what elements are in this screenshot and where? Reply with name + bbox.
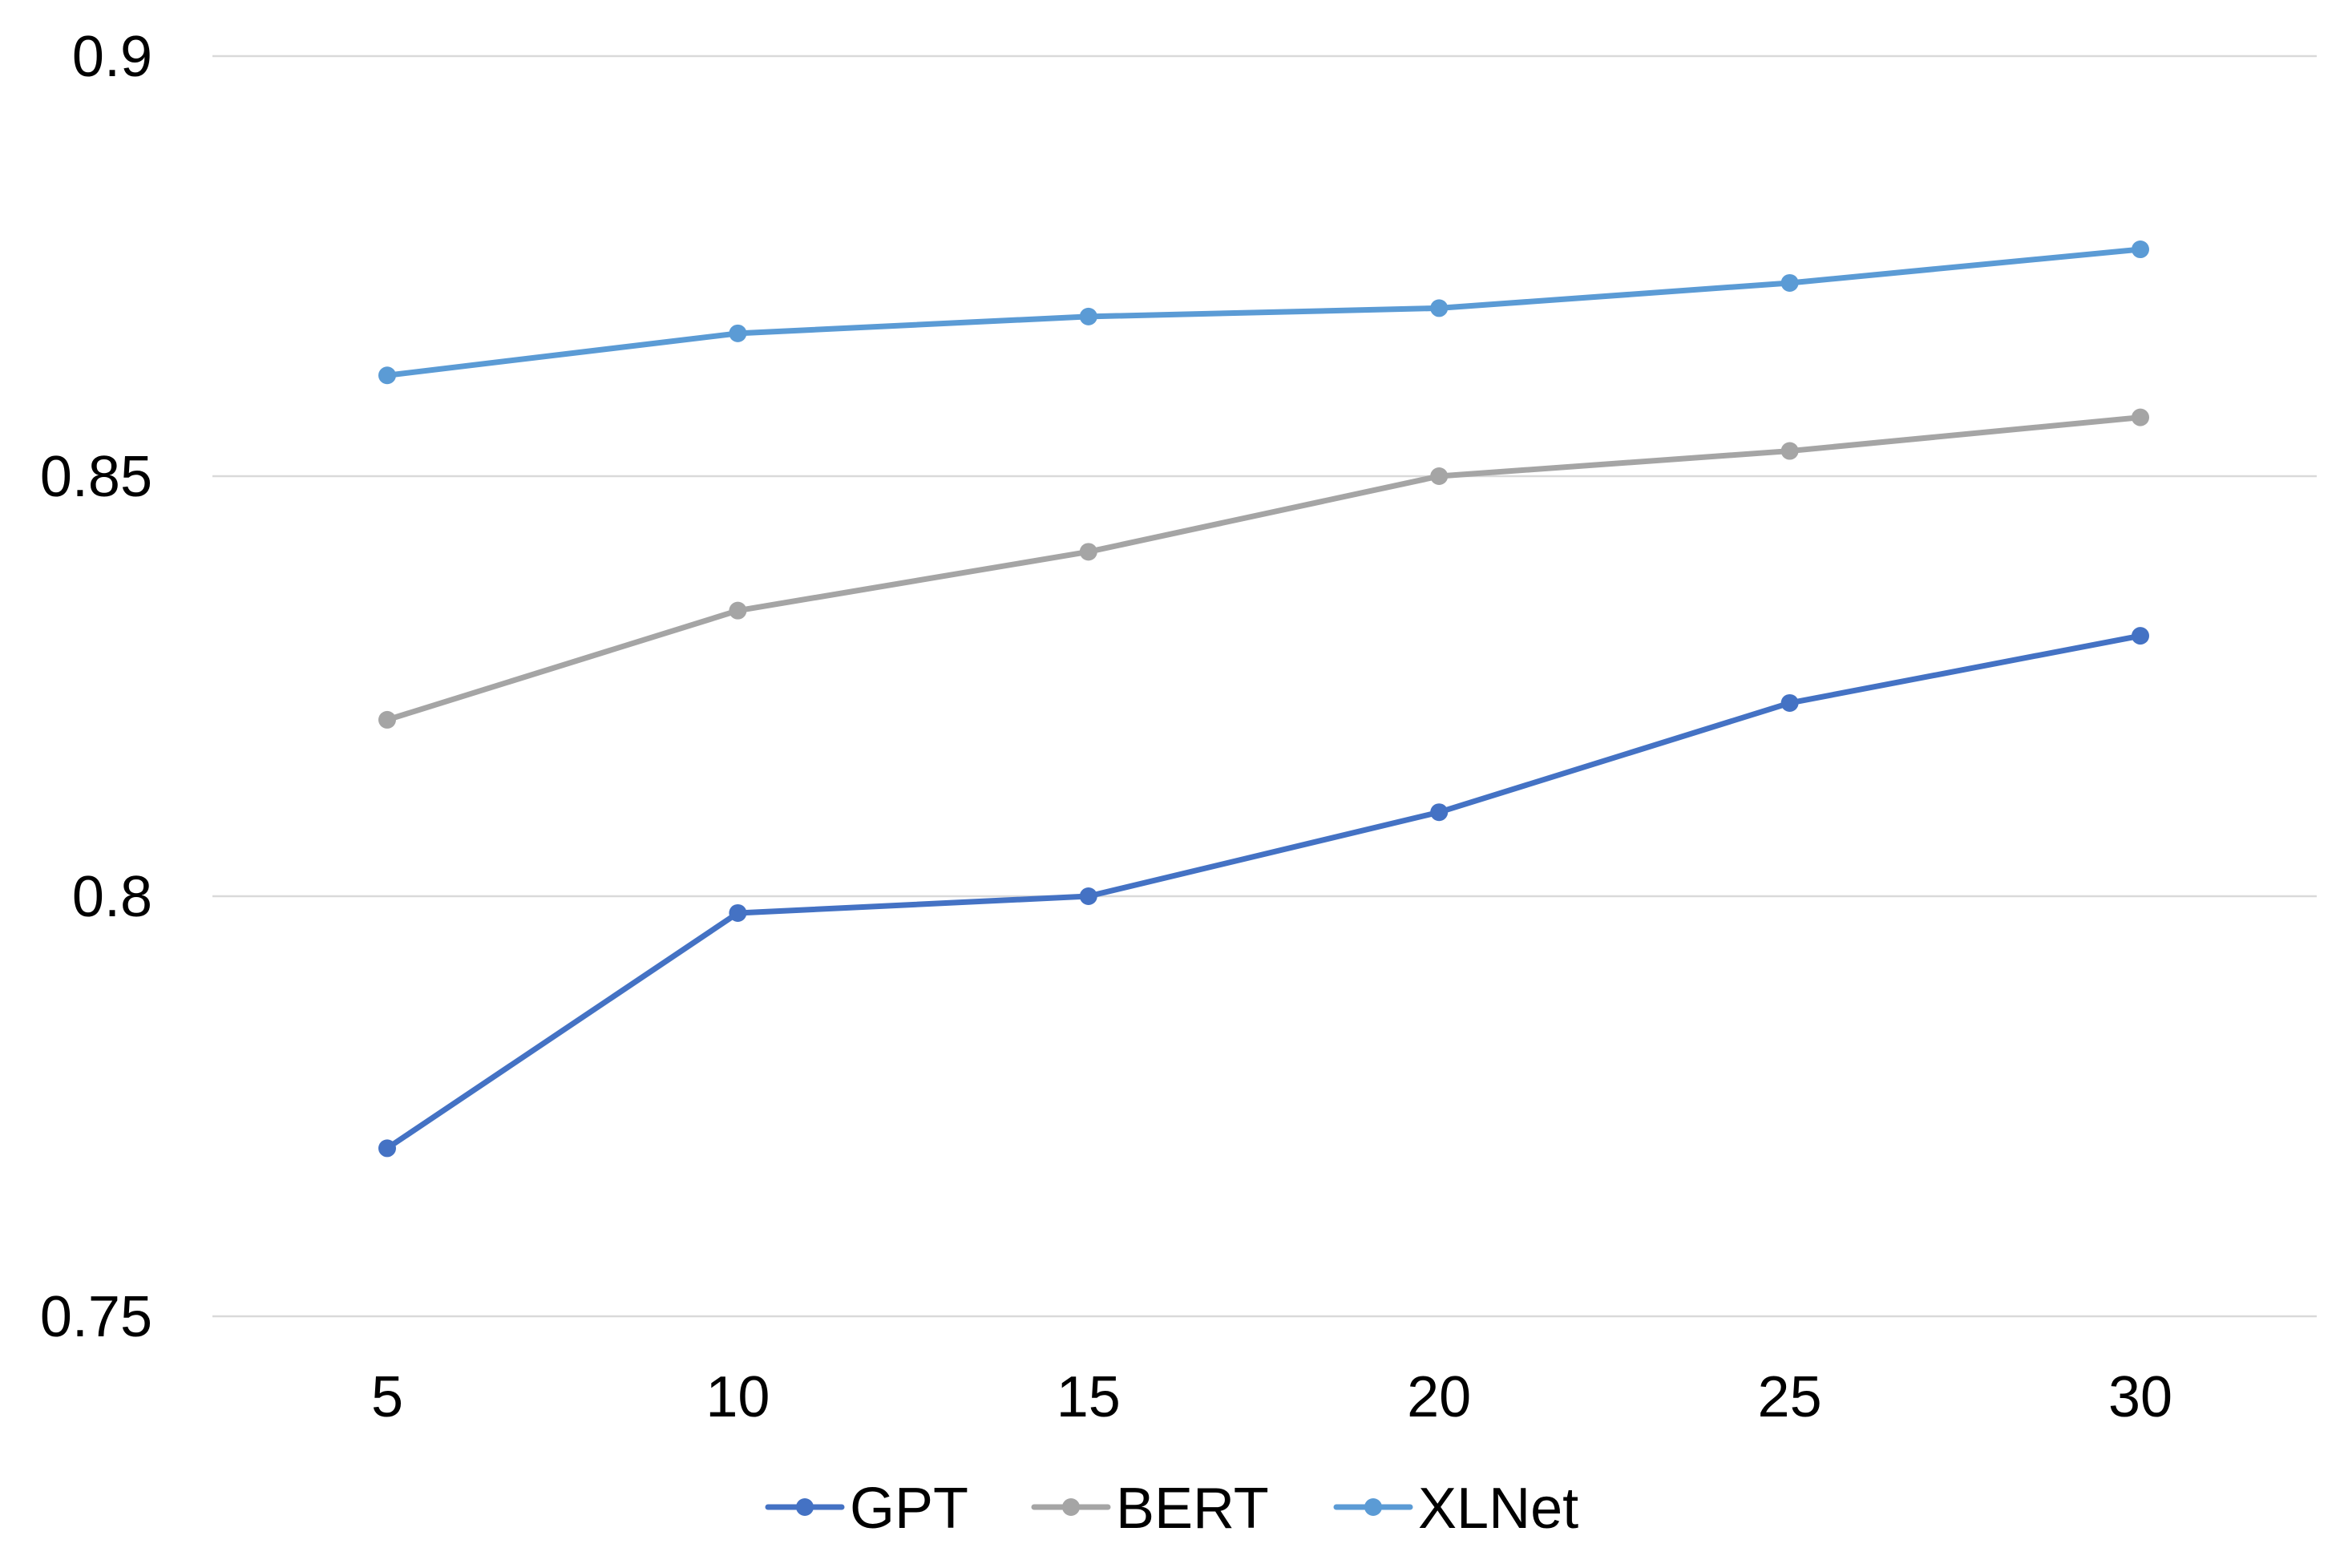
data-point-gpt — [2132, 627, 2149, 645]
series-bert — [378, 408, 2149, 729]
series-line-gpt — [384, 632, 2144, 1151]
x-axis-ticks: 5 10 15 20 25 30 — [371, 1365, 2172, 1429]
data-point-xlnet — [1079, 307, 1097, 325]
y-tick-label: 0.8 — [72, 865, 152, 929]
data-point-bert — [729, 601, 747, 620]
series-xlnet — [378, 240, 2149, 385]
legend-swatch-marker — [796, 1498, 814, 1516]
data-point-bert — [1780, 442, 1799, 460]
x-tick-label: 25 — [1758, 1365, 1822, 1429]
y-tick-label: 0.75 — [40, 1285, 152, 1349]
legend-label-xlnet: XLNet — [1418, 1477, 1578, 1541]
data-point-xlnet — [729, 324, 747, 342]
legend: GPT BERT XLNet — [765, 1477, 1578, 1541]
series-line-bert — [384, 414, 2144, 723]
data-point-gpt — [729, 903, 747, 922]
data-point-xlnet — [1430, 299, 1449, 317]
legend-label-bert: BERT — [1116, 1477, 1269, 1541]
data-point-bert — [378, 710, 396, 729]
data-point-gpt — [378, 1139, 396, 1158]
series-gpt — [378, 627, 2149, 1158]
series-group — [378, 240, 2149, 1158]
data-point-gpt — [1430, 803, 1449, 822]
x-tick-label: 10 — [705, 1365, 770, 1429]
x-tick-label: 15 — [1057, 1365, 1121, 1429]
y-tick-label: 0.9 — [72, 25, 152, 89]
legend-item-gpt: GPT — [765, 1477, 968, 1541]
legend-item-bert: BERT — [1031, 1477, 1269, 1541]
data-point-bert — [1430, 467, 1449, 485]
y-axis-ticks: 0.75 0.8 0.85 0.9 — [40, 25, 152, 1349]
y-tick-label: 0.85 — [40, 445, 152, 509]
data-point-bert — [1079, 543, 1097, 561]
data-point-xlnet — [378, 366, 396, 385]
x-tick-label: 30 — [2108, 1365, 2172, 1429]
x-tick-label: 20 — [1407, 1365, 1471, 1429]
data-point-xlnet — [2132, 240, 2149, 259]
x-tick-label: 5 — [371, 1365, 403, 1429]
gridlines — [212, 55, 2317, 1318]
data-point-gpt — [1079, 887, 1097, 905]
data-point-bert — [2132, 408, 2149, 426]
legend-item-xlnet: XLNet — [1333, 1477, 1578, 1541]
legend-label-gpt: GPT — [850, 1477, 968, 1541]
series-line-xlnet — [384, 246, 2144, 378]
data-point-xlnet — [1780, 273, 1799, 292]
legend-swatch-marker — [1062, 1498, 1080, 1516]
legend-swatch-marker — [1364, 1498, 1382, 1516]
data-point-gpt — [1780, 693, 1799, 712]
